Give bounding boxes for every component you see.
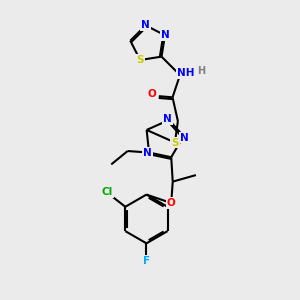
Text: F: F xyxy=(143,256,150,266)
Text: S: S xyxy=(136,55,144,65)
Text: N: N xyxy=(163,114,172,124)
Text: H: H xyxy=(197,67,206,76)
Text: O: O xyxy=(167,198,176,208)
Text: Cl: Cl xyxy=(102,187,113,197)
Text: N: N xyxy=(141,20,150,30)
Text: O: O xyxy=(148,89,157,99)
Text: N: N xyxy=(180,133,188,142)
Text: N: N xyxy=(160,30,169,40)
Text: S: S xyxy=(171,137,179,148)
Text: NH: NH xyxy=(177,68,194,78)
Text: N: N xyxy=(143,148,152,158)
